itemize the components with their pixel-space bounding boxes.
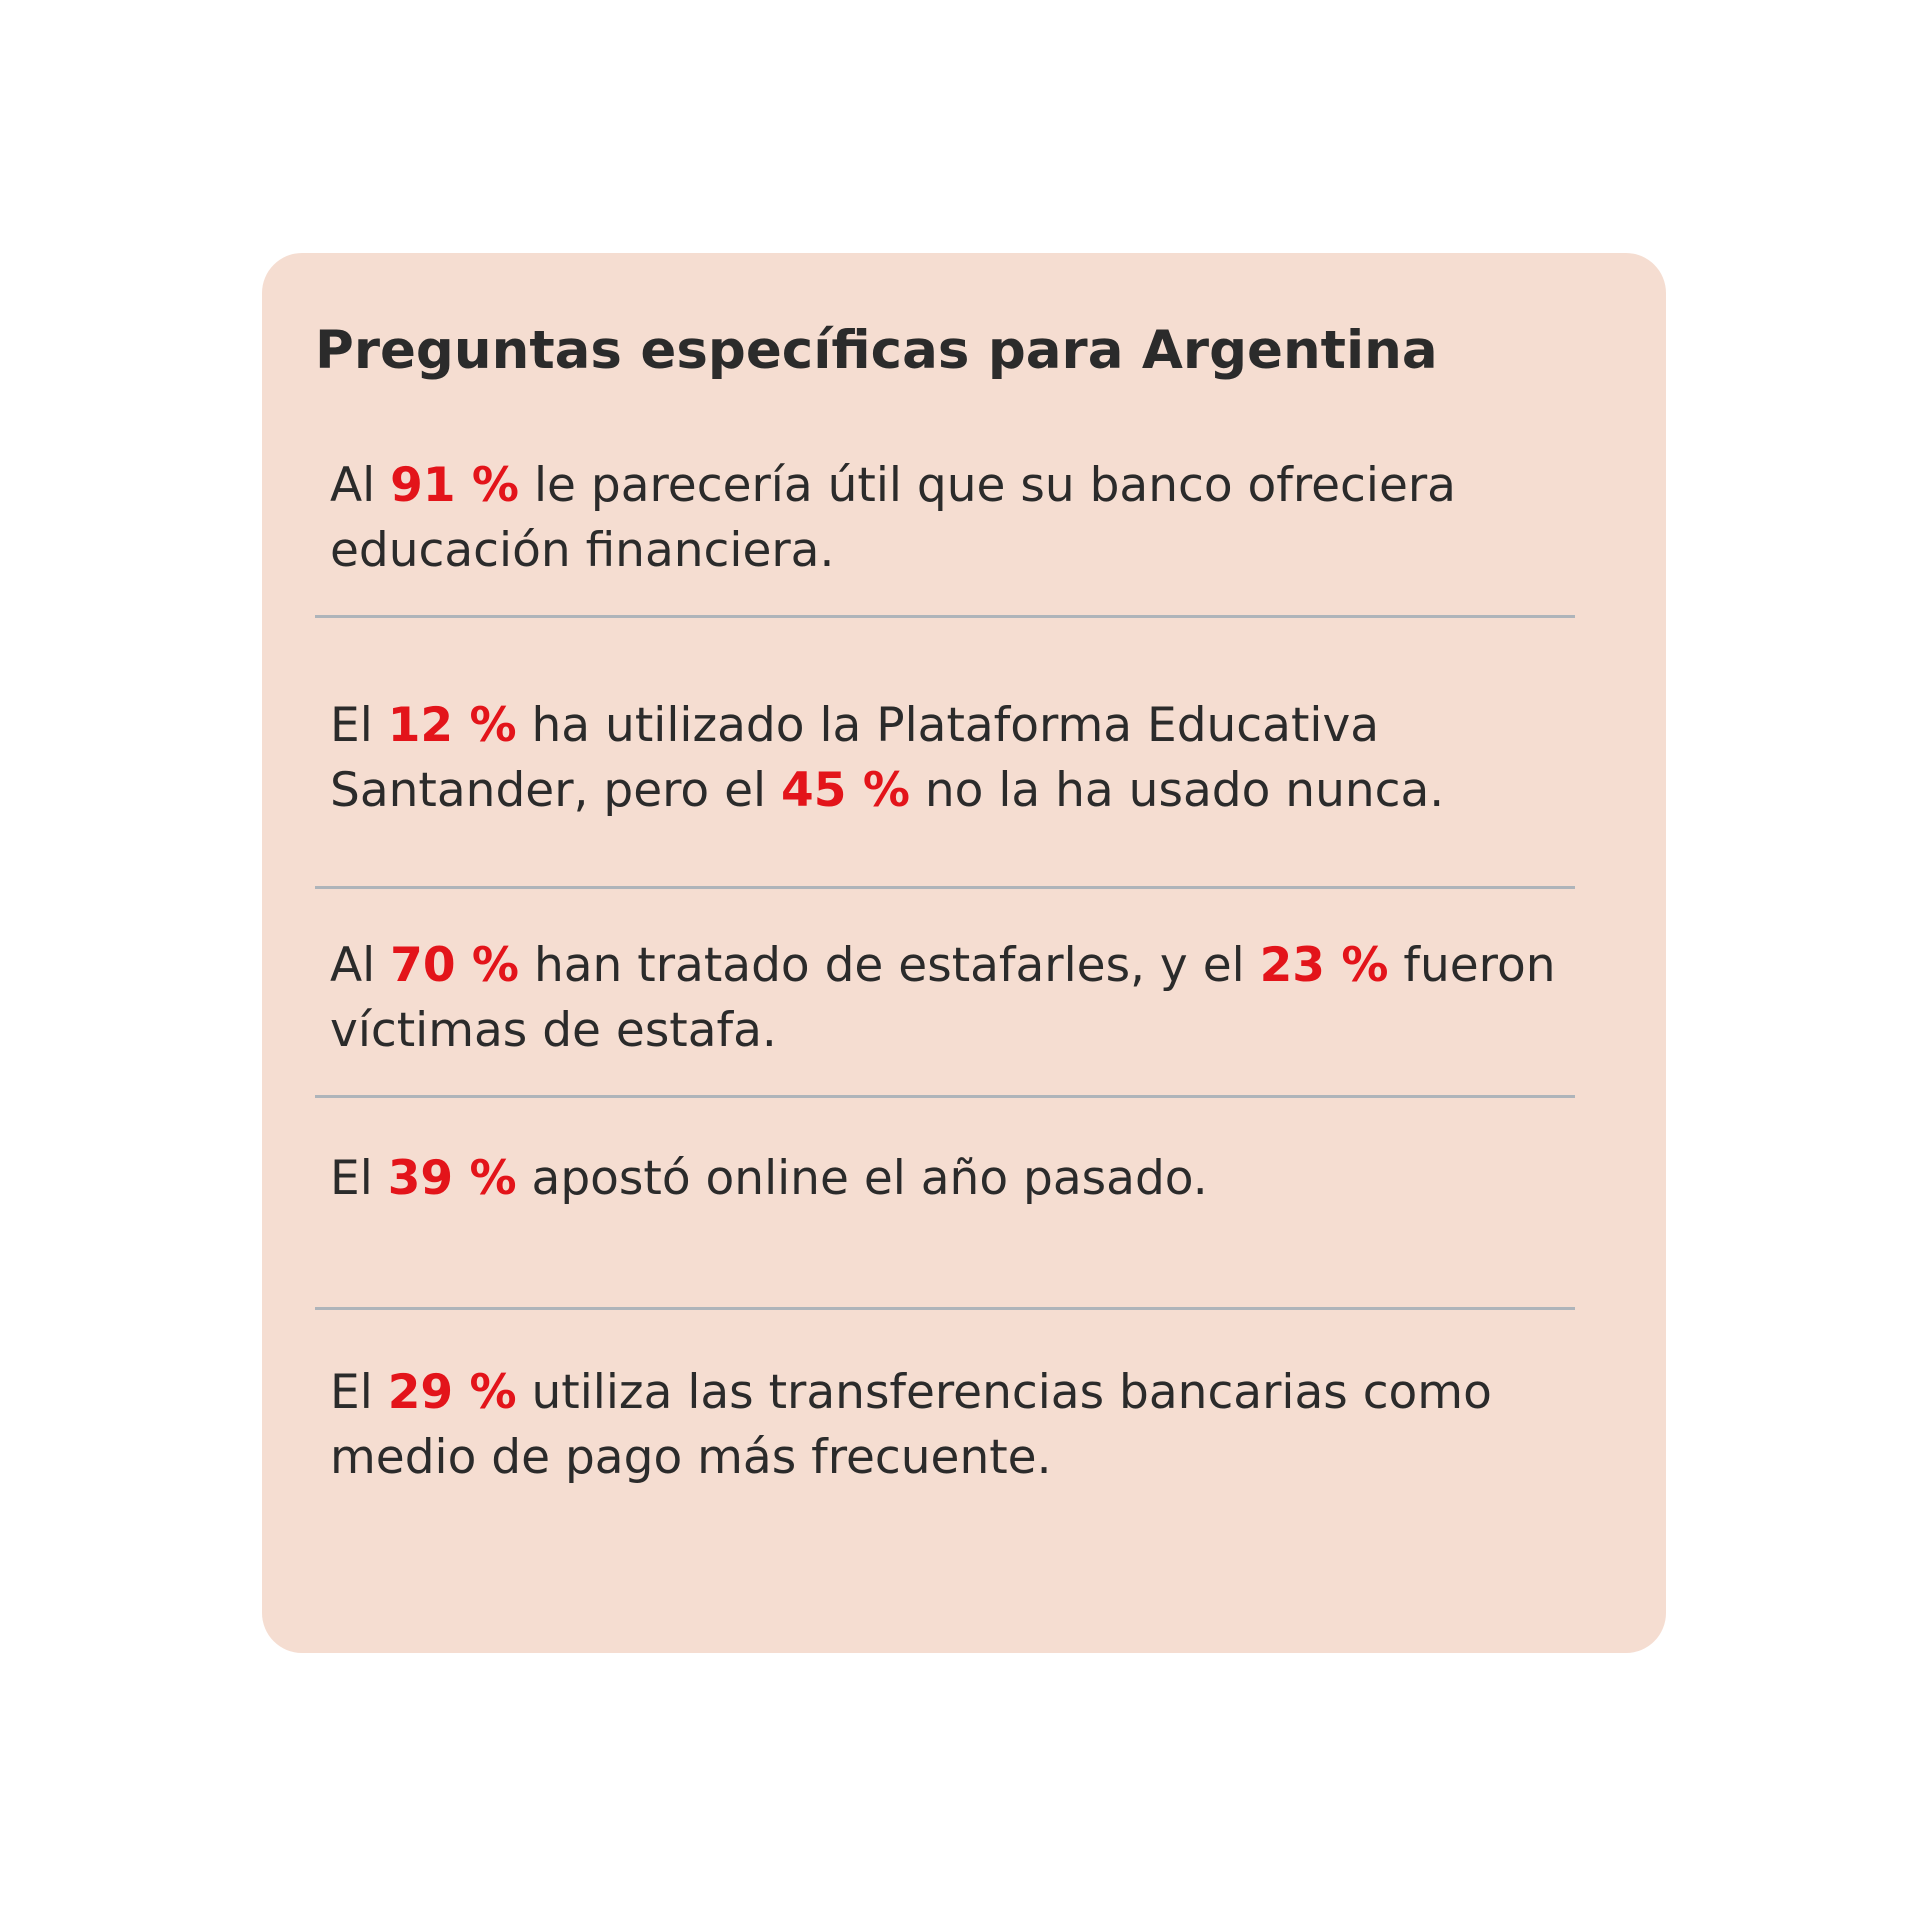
stat-percentage: 39 %: [387, 1151, 517, 1206]
stat-item: El 12 % ha utilizado la Plataforma Educa…: [330, 693, 1610, 823]
stat-item: Al 70 % han tratado de estafarles, y el …: [330, 933, 1610, 1063]
stat-text: han tratado de estafarles, y el: [519, 938, 1260, 993]
stat-item: Al 91 % le parecería útil que su banco o…: [330, 453, 1610, 583]
stat-percentage: 12 %: [387, 698, 517, 753]
stat-percentage: 29 %: [387, 1365, 517, 1420]
stat-text: Al: [330, 458, 391, 513]
stat-percentage: 70 %: [390, 938, 520, 993]
stat-text: ha utilizado la Plataforma Educativa San…: [330, 698, 1380, 818]
stat-item: El 39 % apostó online el año pasado.: [330, 1146, 1610, 1211]
stat-percentage: 23 %: [1259, 938, 1389, 993]
stat-text: apostó online el año pasado.: [516, 1151, 1208, 1206]
divider: [315, 886, 1575, 889]
stat-text: le parecería útil que su banco ofreciera…: [330, 458, 1456, 578]
divider: [315, 1095, 1575, 1098]
stat-text: fueron víctimas de estafa.: [330, 938, 1556, 1058]
stat-percentage: 91 %: [390, 458, 520, 513]
card-title: Preguntas específicas para Argentina: [315, 320, 1438, 381]
stat-percentage: 45 %: [781, 763, 910, 818]
divider: [315, 615, 1575, 618]
stat-text: El: [330, 1151, 388, 1206]
stat-text: utiliza las transferencias bancarias com…: [330, 1365, 1492, 1485]
info-card: Preguntas específicas para Argentina Al …: [262, 253, 1666, 1653]
divider: [315, 1307, 1575, 1310]
stat-text: El: [330, 698, 388, 753]
stat-text: no la ha usado nunca.: [909, 763, 1445, 818]
stat-item: El 29 % utiliza las transferencias banca…: [330, 1360, 1610, 1490]
stat-text: El: [330, 1365, 388, 1420]
stat-text: Al: [330, 938, 391, 993]
